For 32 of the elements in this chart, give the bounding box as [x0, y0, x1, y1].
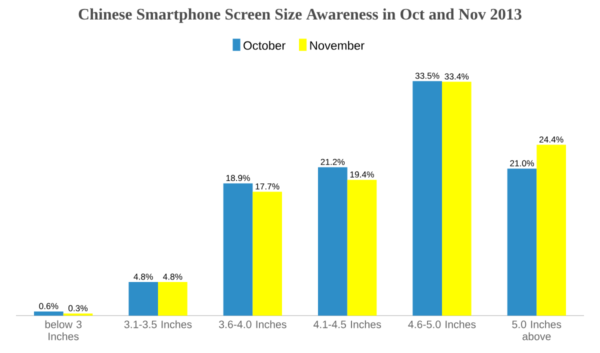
- x-tick-label: 3.6-4.0 Inches: [218, 320, 286, 328]
- x-tick-label: 4.6-5.0 Inches: [408, 320, 476, 328]
- bar: [252, 192, 282, 316]
- bar: [128, 282, 158, 316]
- bar: [34, 311, 64, 316]
- data-label: 4.8%: [134, 274, 153, 280]
- data-label: 18.9%: [226, 174, 250, 182]
- chart-title: Chinese Smartphone Screen Size Awareness in Oct and Nov 2013: [78, 8, 522, 23]
- bar: [442, 82, 472, 316]
- bar: [158, 282, 188, 316]
- bar: [223, 183, 253, 316]
- data-label: 24.4%: [539, 136, 564, 143]
- x-tick-label: below 3 Inches: [45, 320, 82, 340]
- data-label: 21.2%: [320, 158, 345, 165]
- x-tick-label: 5.0 Inches above: [512, 320, 562, 340]
- data-label: 19.4%: [350, 171, 374, 178]
- bar: [536, 144, 566, 316]
- data-label: 17.7%: [256, 183, 280, 190]
- data-label: 0.3%: [68, 305, 88, 312]
- data-label: 33.4%: [444, 73, 469, 80]
- data-label: 21.0%: [510, 160, 534, 166]
- data-label: 33.5%: [415, 72, 440, 79]
- x-tick-label: 4.1-4.5 Inches: [313, 320, 382, 328]
- data-label: 0.6%: [39, 303, 58, 310]
- x-tick-label: 3.1-3.5 Inches: [124, 320, 192, 328]
- data-label: 4.8%: [163, 274, 182, 280]
- legend-label: October: [244, 40, 286, 50]
- bar: [347, 180, 377, 316]
- bar: [412, 81, 442, 316]
- legend-label: November: [310, 40, 364, 50]
- bar: [507, 168, 537, 316]
- bar: [318, 167, 348, 316]
